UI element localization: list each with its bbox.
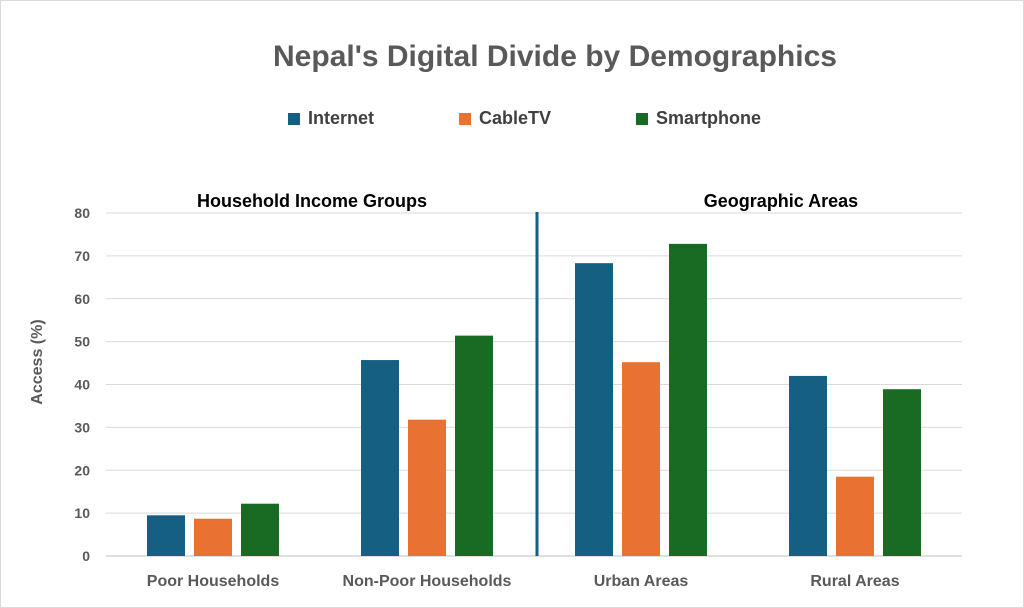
legend-label-smartphone: Smartphone (656, 108, 762, 128)
group-label-geographic: Geographic Areas (704, 191, 858, 211)
y-tick-label: 20 (74, 462, 90, 478)
legend-swatch-cabletv (459, 112, 471, 125)
legend: Internet CableTV Smartphone (0, 108, 1024, 132)
y-tick-label: 60 (74, 291, 90, 307)
bar-cabletv-0 (194, 518, 232, 556)
legend-label-cabletv: CableTV (479, 108, 552, 128)
legend-label-internet: Internet (308, 108, 375, 128)
bar-cabletv-3 (836, 476, 874, 556)
bar-cabletv-2 (622, 362, 660, 556)
legend-item-internet: Internet (288, 108, 374, 129)
bar-internet-0 (147, 515, 185, 556)
bar-internet-1 (361, 360, 399, 556)
x-tick-labels: Poor Households Non-Poor Households Urban … (147, 573, 900, 590)
y-tick-label: 70 (74, 248, 90, 264)
bar-cabletv-1 (408, 419, 446, 556)
bar-internet-3 (789, 375, 827, 556)
bar-smartphone-1 (455, 335, 493, 556)
y-tick-label: 40 (74, 377, 90, 393)
chart-title: Nepal's Digital Divide by Demographics (273, 40, 837, 73)
y-tick-label: 0 (82, 548, 90, 564)
y-tick-label: 50 (74, 334, 90, 350)
y-tick-label: 30 (74, 419, 90, 435)
group-label-income: Household Income Groups (197, 191, 427, 211)
legend-item-cabletv: CableTV (459, 108, 551, 129)
gridlines (106, 212, 962, 557)
bar-smartphone-0 (241, 503, 279, 556)
legend-swatch-smartphone (636, 112, 648, 125)
legend-swatch-internet (288, 112, 300, 125)
x-tick-label: Rural Areas (810, 573, 899, 590)
y-tick-labels: 0 10 20 30 40 50 60 70 80 (74, 205, 90, 564)
x-tick-label: Non-Poor Households (343, 573, 512, 590)
y-tick-label: 10 (74, 505, 90, 521)
x-tick-label: Urban Areas (594, 573, 689, 590)
bar-smartphone-2 (669, 243, 707, 556)
legend-item-smartphone: Smartphone (636, 108, 761, 129)
y-axis-label: Access (%) (29, 319, 46, 404)
x-tick-label: Poor Households (147, 573, 280, 590)
bars (147, 243, 921, 556)
bar-internet-2 (575, 263, 613, 556)
y-tick-label: 80 (74, 205, 90, 221)
bar-smartphone-3 (883, 389, 921, 556)
